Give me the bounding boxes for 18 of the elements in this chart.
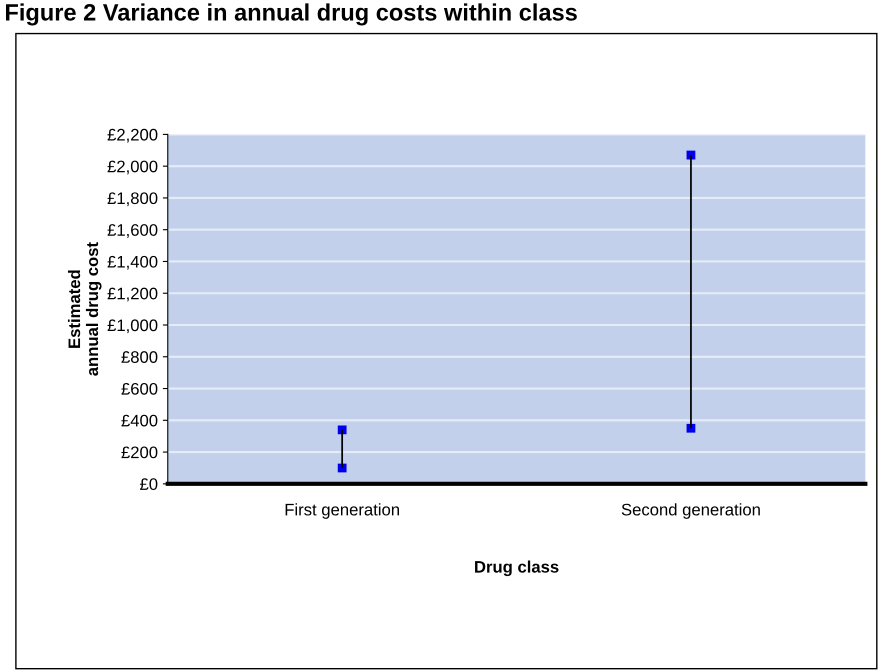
x-axis-title: Drug class bbox=[475, 560, 558, 576]
y-tick-label: £400 bbox=[121, 414, 158, 427]
y-tick-label: £1,400 bbox=[108, 256, 158, 270]
y-tick-label: £600 bbox=[121, 382, 158, 395]
y-tick-label: £0 bbox=[140, 478, 158, 490]
y-tick-label: £1,000 bbox=[108, 319, 158, 334]
y-tick-label: £1,200 bbox=[108, 288, 158, 302]
x-tick-label: Second generation bbox=[622, 503, 760, 519]
point bbox=[338, 464, 347, 472]
y-tick-label: £200 bbox=[121, 446, 158, 458]
y-tick-label: £800 bbox=[121, 351, 158, 363]
chart-title: Figure 2 Variance in annual drug costs within class bbox=[6, 3, 577, 26]
y-axis-title: Estimated annual drug cost bbox=[68, 242, 102, 376]
x-tick-label: First generation bbox=[286, 503, 399, 519]
y-tick-label: £1,800 bbox=[108, 192, 158, 206]
y-tick-label: £2,000 bbox=[108, 160, 158, 174]
y-tick-label: £1,600 bbox=[108, 224, 158, 238]
y-tick-label: £2,200 bbox=[108, 128, 158, 143]
